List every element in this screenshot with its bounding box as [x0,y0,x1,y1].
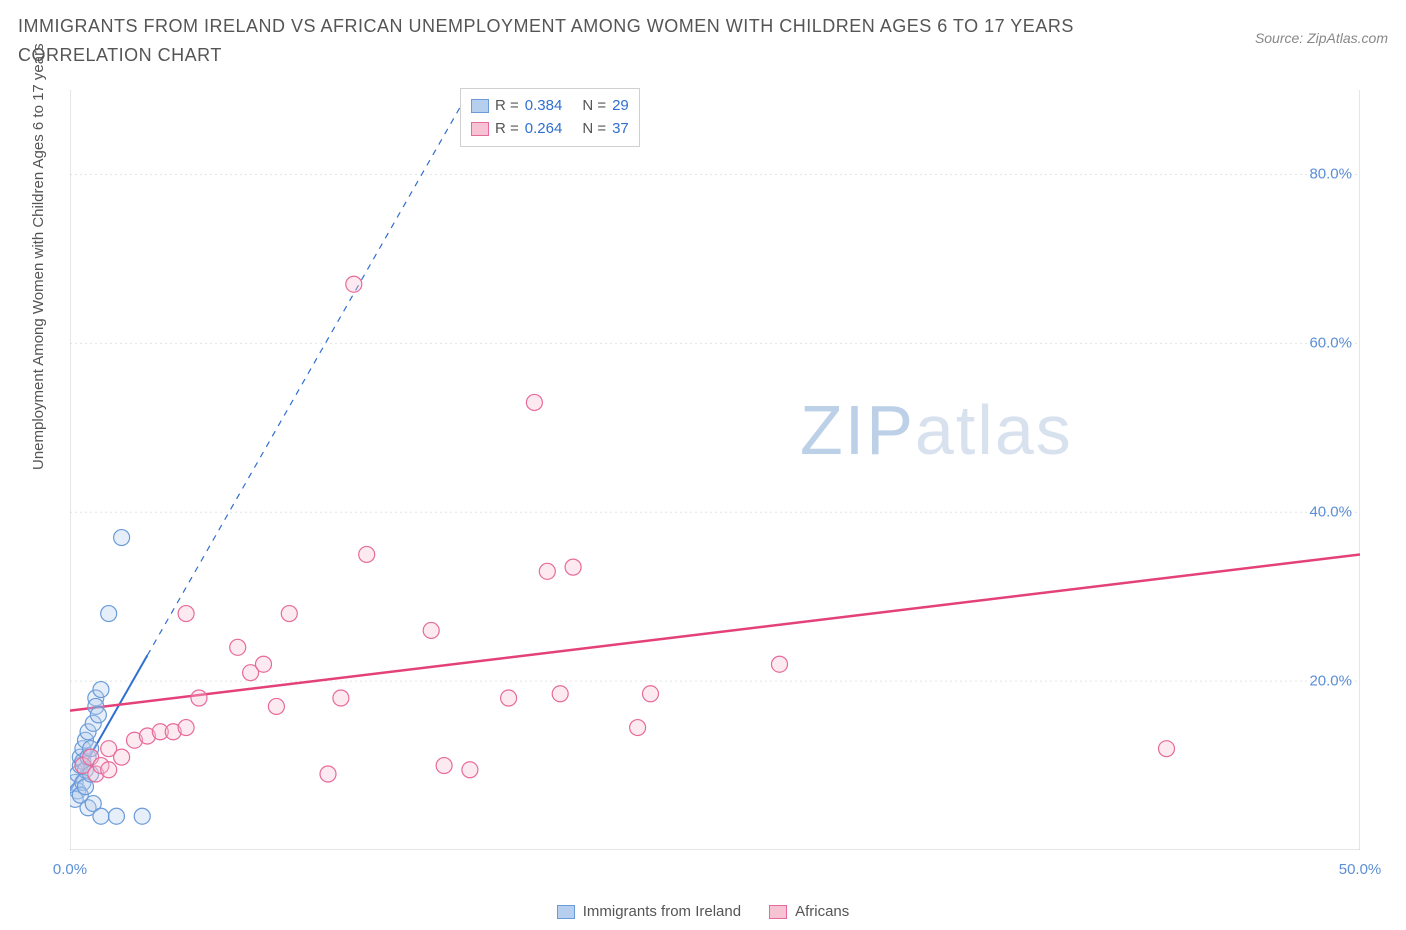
y-tick-label: 60.0% [1309,335,1352,352]
stats-legend-row-1: R = 0.384 N = 29 [471,95,629,118]
y-tick-label: 20.0% [1309,673,1352,690]
source-label: Source: ZipAtlas.com [1255,30,1388,46]
n-label: N = [582,118,606,141]
chart-title: IMMIGRANTS FROM IRELAND VS AFRICAN UNEMP… [18,12,1118,70]
swatch-icon [557,905,575,919]
n-value: 37 [612,118,629,141]
y-tick-label: 80.0% [1309,166,1352,183]
stats-legend: R = 0.384 N = 29 R = 0.264 N = 37 [460,88,640,147]
legend-label: Immigrants from Ireland [583,903,741,920]
r-value: 0.384 [525,95,563,118]
legend-label: Africans [795,903,849,920]
scatter-plot [70,90,1360,850]
legend-item-ireland: Immigrants from Ireland [557,903,741,920]
series-legend: Immigrants from Ireland Africans [0,903,1406,920]
n-label: N = [582,95,606,118]
swatch-icon [471,99,489,113]
n-value: 29 [612,95,629,118]
header-row: IMMIGRANTS FROM IRELAND VS AFRICAN UNEMP… [18,12,1388,70]
legend-item-africans: Africans [769,903,849,920]
swatch-icon [769,905,787,919]
stats-legend-row-2: R = 0.264 N = 37 [471,118,629,141]
swatch-icon [471,122,489,136]
r-label: R = [495,118,519,141]
plot-area: ZIPatlas R = 0.384 N = 29 R = 0.264 N = … [70,90,1360,850]
r-label: R = [495,95,519,118]
r-value: 0.264 [525,118,563,141]
y-axis-label: Unemployment Among Women with Children A… [30,43,47,470]
y-tick-label: 40.0% [1309,504,1352,521]
x-tick-label: 50.0% [1339,861,1382,878]
x-tick-label: 0.0% [53,861,87,878]
